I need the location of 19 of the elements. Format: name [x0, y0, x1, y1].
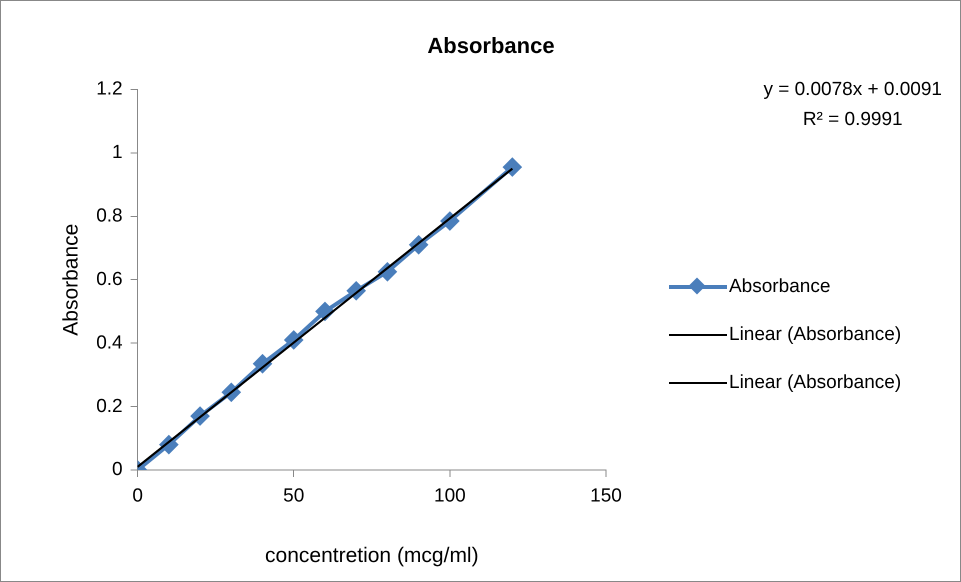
y-tick-label: 1	[112, 142, 123, 164]
legend-label: Absorbance	[729, 276, 830, 298]
text: y = 0.0078x + 0.0091	[763, 78, 942, 102]
y-tick-label: 1.2	[96, 78, 123, 100]
y-tick-label: 0.4	[96, 332, 124, 354]
y-tick-label: 0.8	[96, 206, 123, 226]
text: R² = 0.9991	[802, 108, 904, 132]
legend-label: Linear (Absorbance)	[729, 372, 902, 394]
x-tick-label: 50	[283, 486, 304, 507]
x-axis-title: concentretion (mcg/ml)	[265, 544, 479, 568]
chart-title: Absorbance	[426, 33, 556, 59]
x-tick-label: 150	[590, 486, 622, 507]
y-tick-label: 0	[112, 459, 123, 480]
legend-label: Linear (Absorbance)	[729, 324, 902, 346]
y-tick-label: 0.2	[96, 396, 123, 417]
x-tick-label: 100	[434, 486, 466, 507]
y-tick-label: 0.6	[96, 268, 123, 290]
y-axis-title: Absorbance	[59, 224, 82, 336]
x-tick-label: 0	[132, 486, 143, 507]
